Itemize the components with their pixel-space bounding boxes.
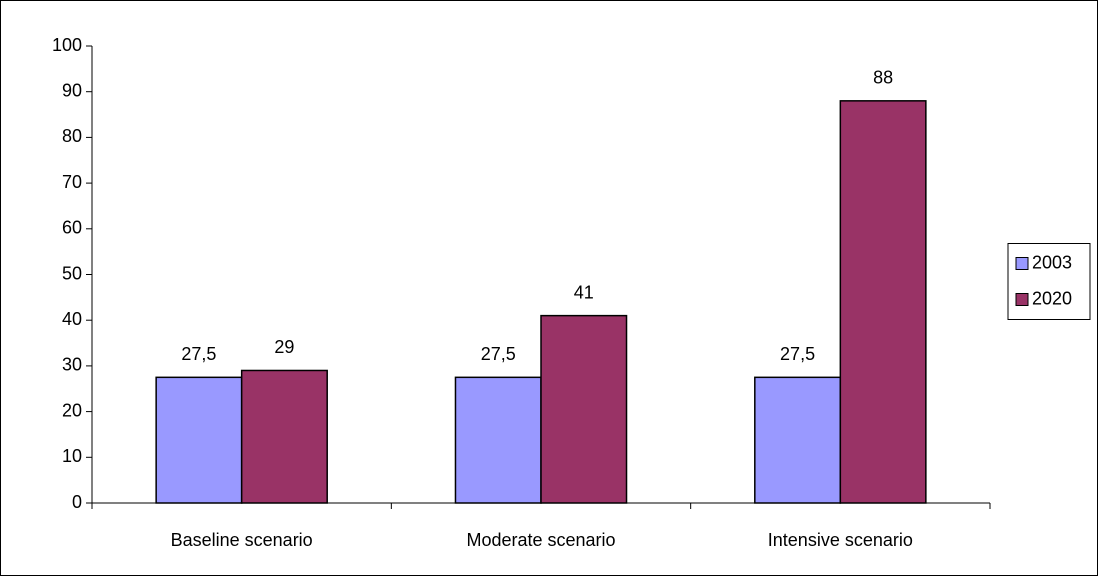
- y-tick-label: 10: [62, 446, 82, 466]
- y-tick-label: 0: [72, 492, 82, 512]
- data-label: 27,5: [780, 344, 815, 364]
- y-tick-label: 80: [62, 126, 82, 146]
- data-label: 88: [873, 68, 893, 88]
- legend-swatch: [1015, 257, 1029, 270]
- x-tick-label: Moderate scenario: [466, 530, 615, 550]
- bar: [155, 376, 243, 504]
- bar: [454, 376, 542, 504]
- legend-label: 2003: [1032, 252, 1072, 272]
- x-tick-label: Intensive scenario: [768, 530, 913, 550]
- data-label: 27,5: [481, 344, 516, 364]
- legend-swatch: [1015, 293, 1029, 306]
- bar: [754, 376, 842, 504]
- legend-box: [1007, 243, 1091, 320]
- data-label: 41: [574, 282, 594, 302]
- data-label: 29: [274, 337, 294, 357]
- x-tick-label: Baseline scenario: [171, 530, 313, 550]
- y-tick-label: 70: [62, 172, 82, 192]
- bar: [839, 100, 927, 504]
- y-tick-label: 60: [62, 218, 82, 238]
- bar: [540, 314, 628, 504]
- y-tick-label: 30: [62, 355, 82, 375]
- y-tick-label: 50: [62, 263, 82, 283]
- y-tick-label: 100: [52, 35, 82, 55]
- legend-label: 2020: [1032, 288, 1072, 308]
- y-tick-label: 90: [62, 80, 82, 100]
- y-tick-label: 40: [62, 309, 82, 329]
- bar: [240, 369, 328, 504]
- data-label: 27,5: [181, 344, 216, 364]
- y-tick-label: 20: [62, 400, 82, 420]
